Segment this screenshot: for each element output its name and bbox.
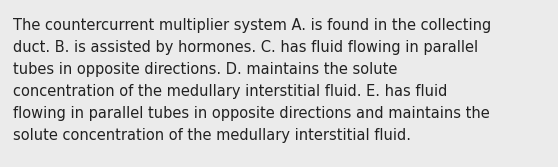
Text: flowing in parallel tubes in opposite directions and maintains the: flowing in parallel tubes in opposite di… bbox=[13, 106, 490, 121]
Text: concentration of the medullary interstitial fluid. E. has fluid: concentration of the medullary interstit… bbox=[13, 84, 448, 99]
Text: The countercurrent multiplier system A. is found in the collecting: The countercurrent multiplier system A. … bbox=[13, 18, 491, 33]
Text: duct. B. is assisted by hormones. C. has fluid flowing in parallel: duct. B. is assisted by hormones. C. has… bbox=[13, 40, 478, 55]
Text: tubes in opposite directions. D. maintains the solute: tubes in opposite directions. D. maintai… bbox=[13, 62, 397, 77]
Text: solute concentration of the medullary interstitial fluid.: solute concentration of the medullary in… bbox=[13, 128, 411, 143]
